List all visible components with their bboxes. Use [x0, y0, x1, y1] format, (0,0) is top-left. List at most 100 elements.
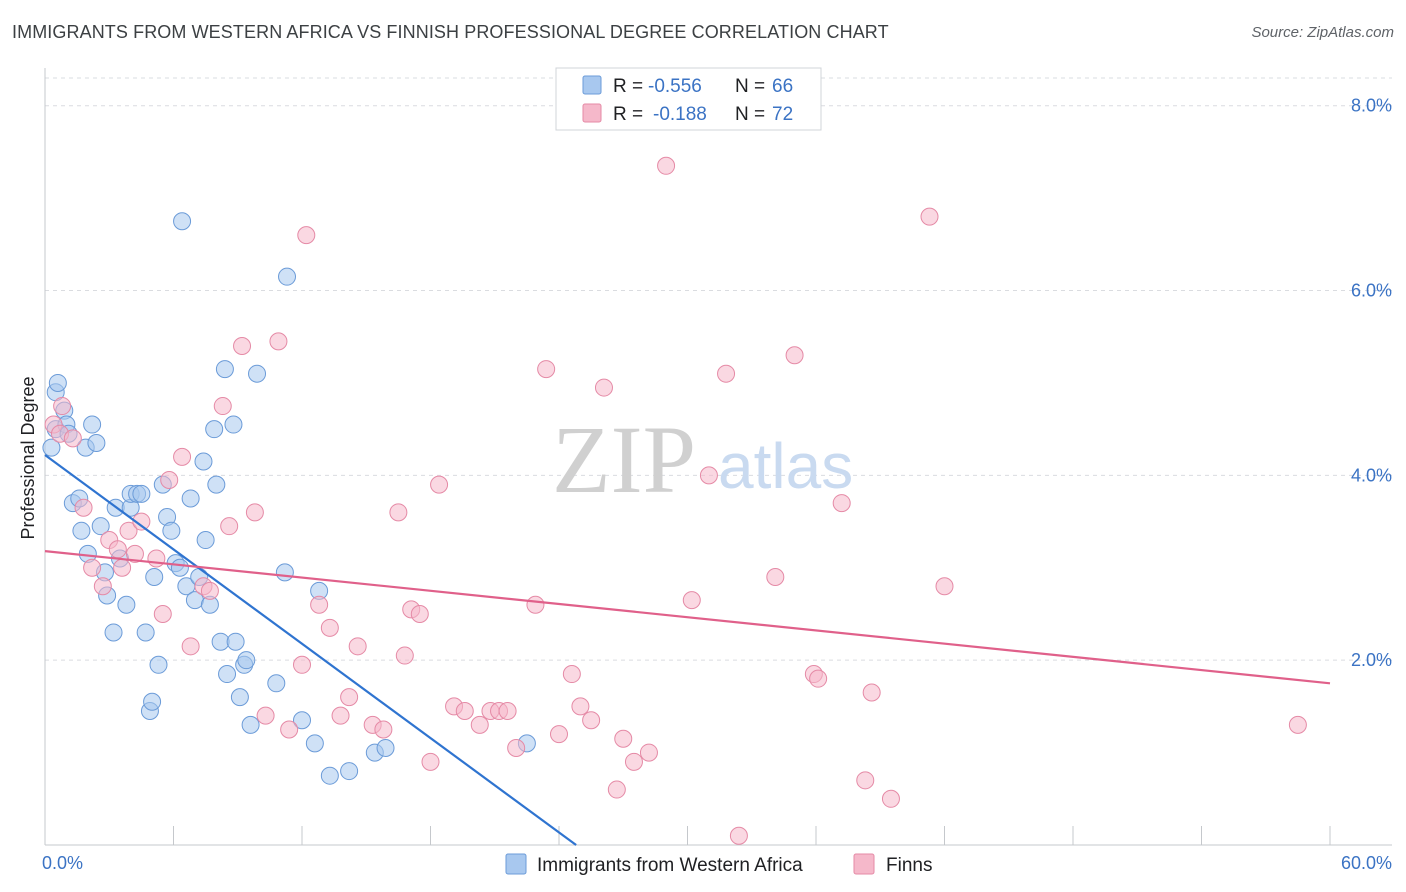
watermark-zip: ZIP — [552, 406, 696, 513]
point-s0-53 — [241, 715, 260, 734]
point-s1-41 — [430, 475, 449, 494]
point-s0-50 — [230, 688, 249, 707]
point-s0-56 — [275, 563, 294, 582]
point-s1-30 — [320, 618, 339, 637]
point-s1-23 — [245, 503, 264, 522]
x-tick-label-min: 0.0% — [42, 853, 83, 873]
legend-swatch-finns — [582, 103, 602, 123]
point-s1-66 — [785, 346, 804, 365]
point-s0-44 — [207, 475, 226, 494]
bottom-legend-label-western-africa: Immigrants from Western Africa — [537, 855, 803, 876]
point-s0-48 — [224, 415, 243, 434]
point-s1-35 — [374, 720, 393, 739]
point-s1-70 — [856, 771, 875, 790]
point-s1-43 — [455, 702, 474, 721]
point-s0-25 — [136, 623, 155, 642]
point-s1-63 — [717, 364, 736, 383]
watermark: ZIP atlas — [552, 406, 853, 513]
point-s1-62 — [699, 466, 718, 485]
source-label: Source: ZipAtlas.com — [1251, 24, 1394, 41]
point-s1-17 — [181, 637, 200, 656]
y-tick-labels: 2.0% 4.0% 6.0% 8.0% — [1351, 96, 1392, 670]
point-s0-54 — [248, 364, 267, 383]
point-s0-27 — [143, 692, 162, 711]
point-s1-32 — [340, 688, 359, 707]
y-tick-label-1: 4.0% — [1351, 465, 1392, 485]
point-s1-71 — [862, 683, 881, 702]
point-s1-22 — [233, 336, 252, 355]
point-s1-13 — [147, 549, 166, 568]
point-s1-4 — [74, 498, 93, 517]
point-s1-37 — [395, 646, 414, 665]
point-s1-14 — [153, 604, 172, 623]
point-s1-8 — [108, 540, 127, 559]
trend-line-s0 — [44, 454, 577, 846]
point-s0-32 — [162, 521, 181, 540]
point-s1-49 — [526, 595, 545, 614]
point-s0-35 — [173, 212, 192, 231]
point-s0-64 — [376, 738, 395, 757]
y-axis-title: Professional Degree — [18, 376, 38, 539]
bottom-legend-swatch-finns — [853, 853, 875, 875]
watermark-atlas: atlas — [718, 430, 853, 502]
point-s0-52 — [237, 651, 256, 670]
legend-n-label-1: N = — [735, 104, 765, 125]
point-s1-27 — [293, 655, 311, 674]
point-s0-49 — [226, 632, 245, 651]
point-s0-34 — [170, 558, 189, 577]
y-tick-label-3: 8.0% — [1351, 96, 1392, 116]
legend-r-value-1: -0.188 — [653, 104, 707, 125]
point-s1-3 — [63, 429, 82, 448]
point-s1-57 — [614, 729, 633, 748]
y-tick-label-2: 6.0% — [1351, 281, 1392, 301]
point-s0-14 — [91, 517, 110, 536]
point-s0-61 — [320, 766, 339, 785]
point-s1-5 — [83, 558, 102, 577]
point-s0-12 — [83, 415, 102, 434]
point-s0-62 — [340, 762, 359, 781]
point-s1-31 — [331, 706, 350, 725]
point-s0-57 — [278, 267, 297, 286]
point-s0-20 — [117, 595, 136, 614]
point-s1-53 — [571, 697, 590, 716]
legend-r-label-0: R = — [613, 76, 643, 97]
point-s1-16 — [173, 447, 192, 466]
point-s1-73 — [920, 207, 939, 226]
point-s1-2 — [53, 397, 72, 416]
point-s1-36 — [389, 503, 408, 522]
point-s0-55 — [267, 674, 286, 693]
point-s0-0 — [42, 438, 61, 457]
point-s1-54 — [582, 711, 601, 730]
point-s1-19 — [200, 581, 219, 600]
point-s0-47 — [218, 665, 237, 684]
point-s1-75 — [1288, 715, 1307, 734]
trend-line-s1 — [44, 550, 1331, 685]
point-s1-25 — [269, 332, 288, 351]
point-s1-58 — [624, 752, 643, 771]
point-s0-37 — [181, 489, 200, 508]
point-s1-55 — [594, 378, 613, 397]
point-s1-68 — [809, 669, 828, 688]
point-s0-46 — [215, 360, 234, 379]
series-finns-points — [44, 156, 1307, 845]
trend-lines — [44, 454, 1331, 846]
point-s1-15 — [160, 470, 179, 489]
legend-r-value-0: -0.556 — [648, 76, 702, 97]
point-s1-60 — [657, 156, 676, 175]
point-s1-64 — [729, 826, 748, 845]
point-s1-33 — [348, 637, 367, 656]
legend-n-value-1: 72 — [772, 104, 793, 125]
bottom-legend-label-finns: Finns — [886, 855, 932, 876]
point-s0-17 — [104, 623, 123, 642]
point-s1-9 — [113, 558, 132, 577]
point-s1-39 — [410, 604, 429, 623]
point-s1-51 — [550, 725, 568, 744]
point-s1-61 — [682, 591, 701, 610]
point-s1-11 — [125, 544, 144, 563]
point-s1-44 — [470, 715, 489, 734]
point-s1-28 — [297, 226, 316, 245]
point-s1-52 — [562, 665, 581, 684]
legend-n-label-0: N = — [735, 76, 765, 97]
point-s1-6 — [93, 577, 112, 596]
